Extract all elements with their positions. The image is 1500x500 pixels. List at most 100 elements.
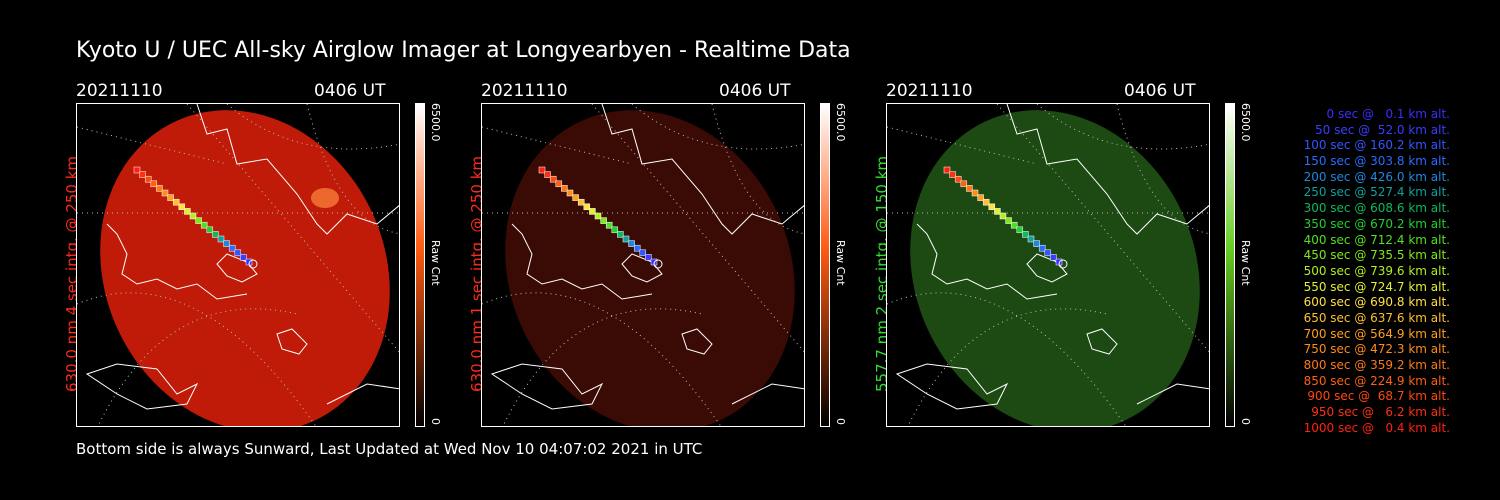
trajectory-point	[583, 203, 591, 211]
trajectory-point	[943, 166, 951, 174]
panel-2-time: 0406 UT	[719, 81, 791, 101]
trajectory-point	[1022, 231, 1029, 238]
legend-item: 250 sec @ 527.4 km alt.	[1303, 185, 1450, 200]
legend-item: 750 sec @ 472.3 km alt.	[1303, 342, 1450, 357]
trajectory-point	[611, 226, 619, 234]
trajectory-endpoint	[653, 259, 663, 269]
legend-item: 900 sec @ 68.7 km alt.	[1307, 389, 1450, 404]
trajectory-point	[994, 208, 1001, 215]
coastline-island	[621, 253, 663, 283]
panel-1-colorbar-max: 6500.0	[429, 103, 442, 142]
panel-2-colorbar-unit: Raw Cnt	[834, 240, 847, 286]
coastline	[196, 104, 399, 235]
panel-1-time: 0406 UT	[314, 81, 386, 101]
trajectory-legend: 0 sec @ 0.1 km alt. 50 sec @ 52.0 km alt.…	[1250, 107, 1450, 436]
trajectory-point	[1005, 217, 1012, 224]
trajectory-point	[234, 249, 242, 257]
trajectory-point	[589, 208, 596, 215]
trajectory-point	[982, 198, 990, 206]
trajectory-point	[977, 194, 984, 201]
coastline-island	[681, 328, 713, 355]
panel-2-image	[481, 103, 805, 427]
legend-item: 550 sec @ 724.7 km alt.	[1303, 279, 1450, 294]
trajectory-point	[1044, 249, 1052, 257]
trajectory-point	[1027, 235, 1035, 243]
grid-line	[77, 126, 228, 165]
trajectory-endpoint	[248, 259, 258, 269]
trajectory-endpoint	[1058, 259, 1068, 269]
panel-2-colorbar-max: 6500.0	[834, 103, 847, 142]
trajectory-point	[572, 194, 579, 201]
trajectory-point	[172, 198, 180, 206]
panel-3-date: 20211110	[886, 81, 973, 101]
panel-1-allsky-map	[77, 104, 399, 426]
trajectory-point	[617, 231, 624, 238]
trajectory-point	[144, 175, 152, 183]
trajectory-point	[645, 254, 652, 261]
trajectory-point	[206, 226, 214, 234]
coastline	[1006, 104, 1209, 235]
coastline-island	[216, 253, 258, 283]
coastline-island	[490, 363, 604, 410]
trajectory-point	[1033, 240, 1040, 247]
trajectory-point	[195, 217, 202, 224]
legend-item: 1000 sec @ 0.4 km alt.	[1303, 420, 1450, 435]
trajectory-point	[240, 254, 247, 261]
trajectory-point	[178, 203, 186, 211]
trajectory-point	[156, 185, 163, 192]
trajectory-point	[544, 171, 551, 178]
trajectory-point	[555, 180, 563, 188]
trajectory-point	[161, 189, 169, 197]
coastline-island	[85, 363, 199, 410]
trajectory-point	[200, 221, 208, 229]
trajectory-point	[594, 212, 602, 220]
trajectory-point	[223, 240, 230, 247]
trajectory-point	[150, 180, 158, 188]
coastline	[601, 104, 804, 235]
trajectory-point	[577, 198, 585, 206]
legend-item: 100 sec @ 160.2 km alt.	[1303, 138, 1450, 153]
panel-2-colorbar	[820, 103, 830, 427]
legend-item: 950 sec @ 6.2 km alt.	[1311, 405, 1450, 420]
panel-2-colorbar-min: 0	[834, 418, 847, 425]
page-title: Kyoto U / UEC All-sky Airglow Imager at …	[76, 38, 851, 63]
legend-item: 650 sec @ 637.6 km alt.	[1303, 310, 1450, 325]
aurora-patch	[311, 188, 339, 208]
trajectory-point	[1016, 226, 1024, 234]
trajectory-point	[217, 235, 225, 243]
panel-3-image	[886, 103, 1210, 427]
trajectory-point	[988, 203, 996, 211]
trajectory-point	[949, 171, 956, 178]
grid-arc	[631, 104, 804, 150]
panel-1-colorbar	[415, 103, 425, 427]
panel-2-allsky-map	[482, 104, 804, 426]
coastline	[326, 383, 399, 405]
trajectory-point	[549, 175, 557, 183]
grid-line	[482, 126, 633, 165]
trajectory-point	[167, 194, 174, 201]
trajectory-point	[960, 180, 968, 188]
grid-arc	[1116, 104, 1209, 235]
legend-item: 0 sec @ 0.1 km alt.	[1326, 107, 1451, 121]
grid-arc	[711, 104, 804, 235]
legend-item: 200 sec @ 426.0 km alt.	[1303, 169, 1450, 184]
allsky-disk	[910, 110, 1200, 426]
legend-item: 50 sec @ 52.0 km alt.	[1315, 122, 1450, 137]
panel-1-image	[76, 103, 400, 427]
coastline-island	[276, 328, 308, 355]
legend-item: 700 sec @ 564.9 km alt.	[1303, 326, 1450, 341]
trajectory-point	[966, 185, 973, 192]
legend-item: 350 sec @ 670.2 km alt.	[1303, 216, 1450, 231]
coastline	[916, 223, 1058, 300]
legend-item: 600 sec @ 690.8 km alt.	[1303, 295, 1450, 310]
trajectory-point	[538, 166, 546, 174]
trajectory-point	[600, 217, 607, 224]
coastline	[1136, 383, 1209, 405]
trajectory-point	[139, 171, 146, 178]
trajectory-point	[628, 240, 635, 247]
grid-arc	[226, 104, 399, 150]
legend-item: 850 sec @ 224.9 km alt.	[1303, 373, 1450, 388]
trajectory-point	[561, 185, 568, 192]
panel-1-colorbar-unit: Raw Cnt	[429, 240, 442, 286]
